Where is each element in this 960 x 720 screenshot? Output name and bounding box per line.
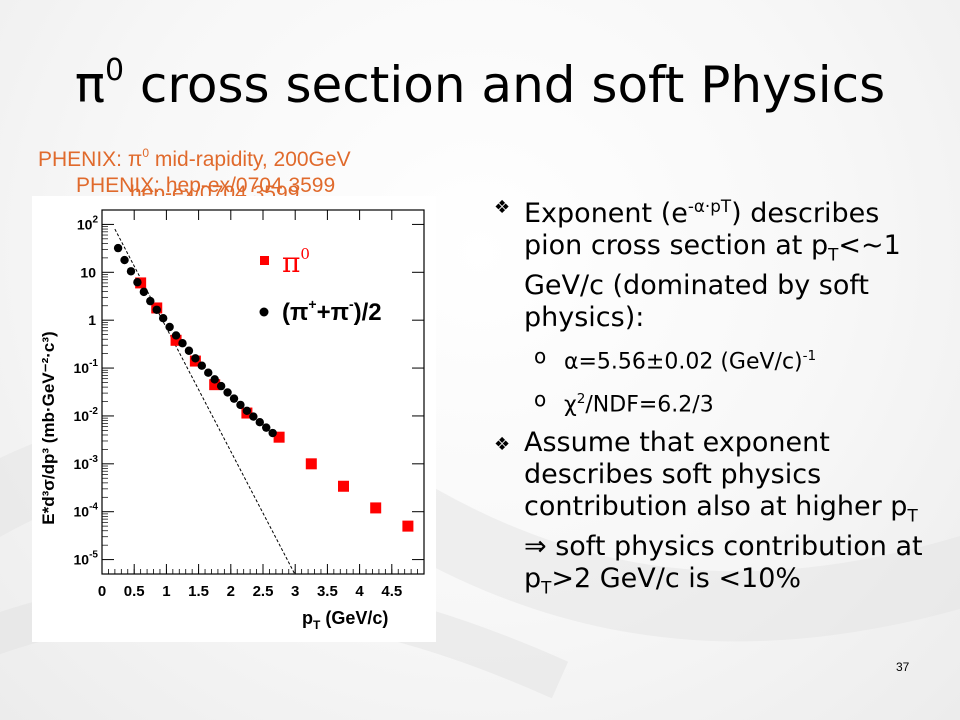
pipm-data-point [249, 412, 258, 421]
bullet-exponent: ❖ Exponent (e-α·pT) describes pion cross… [494, 190, 924, 334]
y-tick-label: 10 [80, 264, 96, 280]
caption-text-2: mid-rapidity, 200GeV [149, 148, 351, 171]
bullet-sub: T [541, 577, 552, 598]
cross-section-plot: 0 0.5 1 1.5 2 2.5 3 3.5 4 4.5 102 10 1 10-1 10-2 10-3 10… [32, 196, 436, 642]
pi0-data-point [305, 458, 317, 470]
bullet-sub: T [828, 244, 839, 265]
pi0-data-point [338, 480, 349, 492]
pipm-data-point [113, 243, 123, 253]
bullet-text: ⇒ soft physics contribution at p [524, 531, 923, 595]
diamond-bullet-icon: ❖ [494, 197, 511, 218]
caption-phenix-hep-ex: PHENIX: hep-ex/0704.3599 [76, 174, 336, 197]
pi0-data-point [273, 431, 285, 443]
title-pi: π [74, 56, 105, 114]
caption-phenix-mid-rapidity: PHENIX: π0 mid-rapidity, 200GeV [38, 146, 351, 172]
y-tick-label: 10-4 [74, 502, 99, 520]
pi0-data-point [370, 502, 382, 514]
caption-pi: π [127, 148, 143, 171]
pipm-data-point [152, 305, 161, 314]
x-tick-label: 2.5 [253, 583, 274, 600]
sub-bullet-text: /NDF=6.2/3 [585, 392, 714, 418]
pipm-data-point [210, 375, 219, 384]
pipm-data-point [216, 381, 226, 391]
sub-bullet-text: α=5.56±0.02 (GeV/c) [564, 349, 803, 375]
plot-legend: π0 (π++π-)/2 [259, 245, 382, 326]
x-axis-label: pT (GeV/c) [302, 608, 388, 632]
legend-pipm-marker [259, 307, 269, 317]
pi0-data-point [402, 520, 414, 532]
plot-axes: 0 0.5 1 1.5 2 2.5 3 3.5 4 4.5 102 10 1 10-1 10-2 10-3 10… [74, 209, 425, 600]
diamond-bullet-icon: ❖ [494, 434, 511, 456]
pipm-data-point [242, 406, 252, 416]
pipm-data-point [204, 368, 213, 377]
sub-bullet-text: χ [564, 392, 577, 418]
pipm-data-point [139, 287, 149, 297]
pipm-data-point [236, 400, 245, 410]
pipm-data-point [268, 428, 277, 438]
x-tick-label: 1.5 [188, 583, 209, 600]
pipm-data-point [158, 313, 168, 323]
sub-bullet-chi2: ο χ2/NDF=6.2/3 [534, 385, 924, 419]
circle-bullet-icon: ο [534, 344, 547, 369]
legend-pi0-label: π0 [282, 245, 310, 279]
y-tick-label: 102 [77, 214, 99, 232]
pipm-data-point [126, 267, 136, 276]
sub-bullet-sup: -1 [802, 348, 817, 365]
legend-pi0-marker [260, 256, 269, 265]
pipm-data-point [191, 354, 200, 363]
y-tick-label: 1 [88, 312, 96, 328]
pipm-data-point [120, 255, 129, 265]
pipm-data-point [178, 339, 187, 348]
x-tick-label: 4 [355, 583, 364, 600]
x-tick-label: 0 [98, 583, 106, 600]
bullet-text: >2 GeV/c is <10% [551, 563, 802, 595]
x-tick-label: 0.5 [124, 583, 145, 600]
y-axis-label: E*d³σ/dp³ (mb·GeV⁻²·c³) [39, 331, 58, 524]
bullet-text: ) describes pion cross section at p [524, 198, 880, 261]
bullet-text: <~1 GeV/c (dominated by soft physics): [524, 230, 901, 334]
pipm-data-point [223, 388, 232, 397]
bullet-list: ❖ Exponent (e-α·pT) describes pion cross… [494, 190, 924, 612]
bullet-text: Assume that exponent describes soft phys… [524, 427, 908, 523]
pipm-data-point [171, 331, 181, 340]
page-number: 37 [896, 660, 910, 674]
y-tick-label: 10-5 [74, 550, 99, 568]
pi0-data-point [170, 334, 182, 346]
slide-title: π0 cross section and soft Physics [0, 38, 960, 118]
caption-sup: 0 [142, 146, 150, 160]
x-tick-label: 1 [162, 583, 170, 600]
y-tick-label: 10-3 [74, 454, 99, 472]
bullet-text: Exponent (e [524, 198, 688, 229]
bullet-sup: -α·pT [687, 196, 732, 216]
pipm-data-point [255, 418, 264, 427]
x-tick-label: 3.5 [317, 583, 338, 600]
y-tick-label: 10-2 [74, 406, 99, 424]
title-rest: cross section and soft Physics [124, 56, 886, 114]
bullet-sub: T [907, 505, 918, 526]
circle-bullet-icon: ο [534, 386, 547, 411]
x-tick-label: 3 [291, 583, 299, 600]
pi0-data-point [209, 379, 221, 391]
y-tick-label: 10-1 [74, 358, 99, 376]
pipm-data-point [133, 278, 142, 287]
x-tick-label: 2 [227, 583, 235, 600]
pipm-data-point [262, 423, 271, 432]
caption-text: PHENIX: [38, 148, 128, 171]
pipm-data-point [146, 296, 155, 306]
legend-pipm-label: (π++π-)/2 [282, 296, 382, 326]
pipm-data-point [165, 322, 174, 332]
plot-marks [113, 243, 414, 532]
sub-bullet-sup: 2 [576, 390, 586, 407]
pipm-data-point [229, 394, 239, 403]
pipm-data-point [197, 361, 207, 370]
title-sup: 0 [104, 53, 125, 88]
plot-svg: 0 0.5 1 1.5 2 2.5 3 3.5 4 4.5 102 10 1 10-1 10-2 10-3 10… [39, 209, 425, 632]
bullet-assume: ❖ Assume that exponent describes soft ph… [494, 427, 924, 604]
x-tick-label: 4.5 [381, 583, 402, 600]
sub-bullet-alpha: ο α=5.56±0.02 (GeV/c)-1 [534, 342, 924, 376]
pipm-data-point [184, 346, 194, 355]
